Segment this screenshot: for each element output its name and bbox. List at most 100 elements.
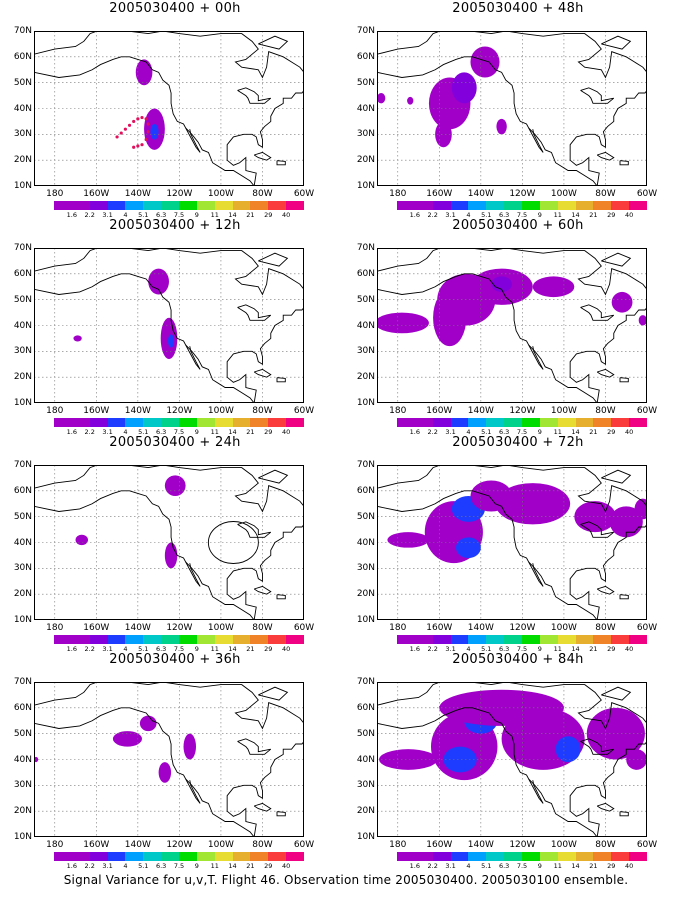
longitude-label: 160W — [426, 623, 453, 633]
coastline — [377, 707, 598, 837]
colorbar-tick-label: 4 — [466, 211, 471, 219]
observation-point — [136, 144, 140, 148]
colorbar-swatch — [232, 201, 251, 210]
longitude-label: 140W — [467, 406, 494, 416]
latitude-label: 60N — [356, 51, 375, 62]
coastline — [377, 682, 647, 730]
colorbar-swatch — [611, 201, 630, 210]
longitude-label: 100W — [550, 406, 577, 416]
coastline — [253, 802, 272, 812]
colorbar-swatch — [54, 201, 73, 210]
latitude-label: 70N — [356, 26, 375, 36]
map-frame — [377, 31, 647, 186]
coastline — [185, 561, 201, 587]
longitude-label: 140W — [124, 406, 151, 416]
colorbar-tick-label: 5.1 — [481, 211, 492, 219]
colorbar-tick-label: 40 — [625, 645, 634, 653]
colorbar-swatch — [232, 852, 251, 861]
colorbar-swatch — [522, 635, 541, 644]
coastline — [377, 56, 598, 186]
latitude-label: 50N — [13, 294, 32, 305]
colorbar-tick-label: 5.1 — [138, 211, 149, 219]
colorbar-tick-label: 9 — [194, 645, 199, 653]
coastline — [258, 469, 289, 484]
longitude-label: 100W — [207, 189, 234, 199]
colorbar — [397, 852, 648, 862]
colorbar-tick-label: 1.6 — [66, 862, 78, 870]
colorbar-tick-label: 14 — [571, 645, 580, 653]
colorbar-swatch — [397, 635, 416, 644]
colorbar-tick-label: 21 — [589, 211, 598, 219]
colorbar-tick-label: 11 — [210, 428, 219, 436]
longitude-label: 160W — [83, 840, 110, 850]
longitude-label: 160W — [426, 406, 453, 416]
latitude-label: 70N — [13, 26, 32, 36]
colorbar-tick-label: 9 — [537, 428, 542, 436]
variance-shading — [150, 124, 159, 140]
coastline — [276, 811, 286, 817]
longitude-label: 120W — [166, 189, 193, 199]
map-svg — [34, 682, 304, 837]
map-frame — [377, 248, 647, 403]
coastline — [528, 778, 544, 804]
latitude-label: 30N — [13, 129, 32, 140]
coastline — [580, 521, 615, 538]
longitude-label: 120W — [509, 406, 536, 416]
map-svg — [34, 248, 304, 403]
colorbar-tick-label: 7.5 — [516, 645, 528, 653]
map-svg — [34, 31, 304, 186]
coastline — [253, 585, 272, 595]
colorbar-swatch — [504, 201, 523, 210]
colorbar-tick-label: 1.6 — [409, 862, 421, 870]
colorbar-tick-label: 9 — [194, 862, 199, 870]
colorbar-swatch — [214, 201, 234, 210]
colorbar-swatch — [450, 201, 469, 210]
longitude-label: 60W — [636, 406, 658, 416]
colorbar-tick-label: 40 — [282, 428, 291, 436]
latitude-label: 30N — [356, 563, 375, 574]
variance-shading — [496, 118, 507, 135]
observation-point — [140, 143, 144, 147]
colorbar-tick-label: 21 — [246, 862, 255, 870]
colorbar-swatch — [161, 635, 180, 644]
variance-shading — [377, 93, 386, 104]
colorbar-swatch — [107, 635, 126, 644]
latitude-label: 50N — [356, 728, 375, 739]
figure-caption: Signal Variance for u,v,T. Flight 46. Ob… — [63, 873, 629, 887]
variance-shading — [75, 534, 88, 546]
panel-title: 2005030400 + 12h — [109, 218, 241, 233]
coastline — [580, 87, 615, 104]
map-panel: 2005030400 + 84h 70N 60N 50N 40N 30N 20N 10N 180… — [353, 652, 683, 870]
latitude-label: 10N — [13, 615, 32, 625]
colorbar — [397, 418, 648, 428]
latitude-label: 20N — [356, 372, 375, 383]
map-frame — [34, 248, 304, 403]
latitude-label: 50N — [13, 511, 32, 522]
map-svg — [377, 248, 647, 403]
latitude-label: 70N — [356, 243, 375, 253]
observation-point — [140, 115, 144, 120]
coastline — [596, 585, 615, 595]
longitude-label: 120W — [166, 623, 193, 633]
coastline — [596, 151, 615, 161]
colorbar-swatch — [179, 635, 198, 644]
colorbar-swatch — [214, 418, 234, 427]
colorbar-tick-label: 2.2 — [84, 862, 95, 870]
latitude-label: 10N — [356, 181, 375, 191]
coastline — [528, 127, 544, 153]
colorbar-tick-label: 14 — [228, 862, 237, 870]
longitude-label: 120W — [509, 840, 536, 850]
longitude-label: 60W — [293, 406, 315, 416]
colorbar-swatch — [522, 201, 541, 210]
colorbar-tick-label: 21 — [246, 211, 255, 219]
colorbar-swatch — [611, 635, 630, 644]
colorbar-tick-label: 3.1 — [102, 645, 113, 653]
coastline — [569, 90, 647, 186]
coastline — [569, 524, 647, 620]
colorbar-tick-label: 1.6 — [66, 428, 78, 436]
latitude-label: 30N — [356, 346, 375, 357]
observation-point — [146, 130, 150, 134]
colorbar-tick-label: 7.5 — [173, 862, 185, 870]
coastline — [276, 160, 286, 166]
panel-title: 2005030400 + 84h — [452, 652, 584, 667]
